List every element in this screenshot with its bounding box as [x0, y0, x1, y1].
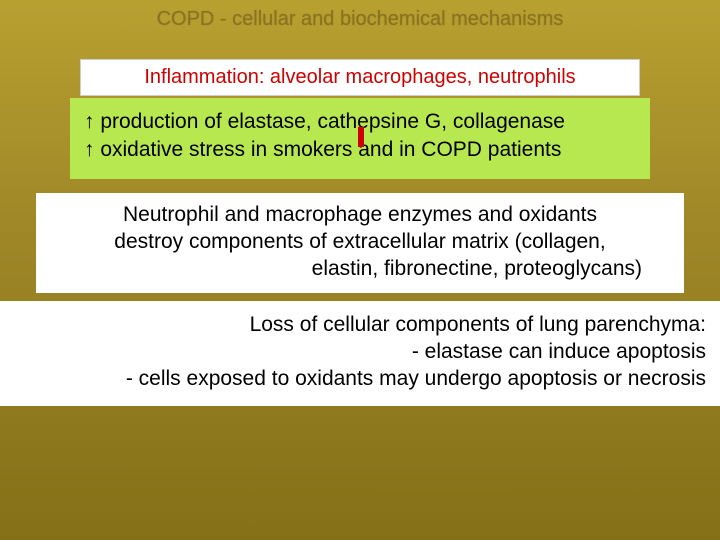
up-arrow-icon: ↑: [84, 138, 95, 161]
white2-l1: Loss of cellular components of lung pare…: [14, 311, 706, 338]
white2-l2: - elastase can induce apoptosis: [14, 338, 706, 365]
white1-l3: elastin, fibronectine, proteoglycans): [48, 255, 672, 282]
up-arrow-icon: ↑: [84, 110, 95, 133]
loss-box: Loss of cellular components of lung pare…: [0, 301, 720, 407]
green-text2: oxidative stress in smokers and in COPD …: [95, 138, 562, 161]
connector-line: [358, 127, 364, 147]
white1-l1: Neutrophil and macrophage enzymes and ox…: [48, 201, 672, 228]
inflammation-box: Inflammation: alveolar macrophages, neut…: [80, 59, 640, 96]
enzymes-box: Neutrophil and macrophage enzymes and ox…: [36, 193, 684, 293]
green-text1: production of elastase, cathepsine G, co…: [95, 110, 565, 133]
slide-title: COPD - cellular and biochemical mechanis…: [0, 0, 720, 41]
white2-l3: - cells exposed to oxidants may undergo …: [14, 365, 706, 392]
white1-l2: destroy components of extracellular matr…: [48, 228, 672, 255]
